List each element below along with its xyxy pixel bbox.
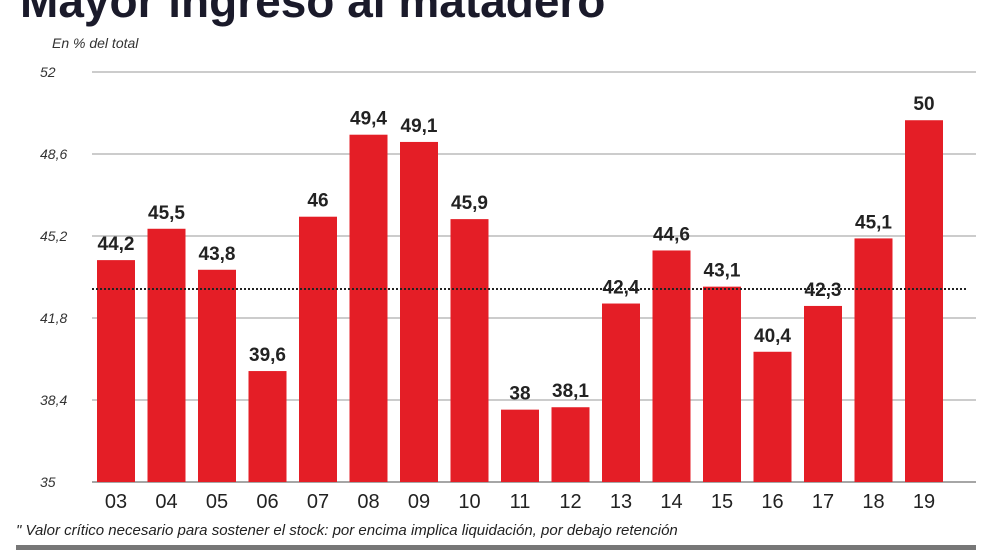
bar-10 <box>450 219 489 482</box>
data-label: 46 <box>307 191 328 212</box>
x-tick-label: 06 <box>256 491 278 513</box>
data-label: 45,9 <box>451 193 488 214</box>
bar-13 <box>602 303 640 482</box>
bar-17 <box>804 305 842 482</box>
chart-title: Mayor ingreso al matadero <box>20 0 606 27</box>
data-label: 45,1 <box>855 212 892 233</box>
bar-05 <box>198 269 236 482</box>
bar-14 <box>652 250 691 482</box>
bar-04 <box>147 228 186 482</box>
bar-03 <box>97 260 135 482</box>
y-tick-label: 35 <box>40 474 56 490</box>
data-label: 49,4 <box>350 109 387 130</box>
bar-06 <box>248 371 287 482</box>
bar-09 <box>400 141 438 483</box>
bar-11 <box>501 409 539 482</box>
data-label: 42,3 <box>805 280 842 301</box>
y-axis-label: En % del total <box>52 35 139 51</box>
bar-07 <box>299 216 337 483</box>
data-label: 44,2 <box>98 234 135 255</box>
y-tick-label: 41,8 <box>40 310 67 326</box>
data-label: 43,1 <box>704 261 741 282</box>
bar-15 <box>703 286 741 482</box>
data-label: 43,8 <box>199 244 236 265</box>
bar-19 <box>905 120 943 482</box>
x-tick-label: 18 <box>862 491 884 513</box>
bar-16 <box>753 351 792 482</box>
data-label: 38 <box>509 384 530 405</box>
footnote: " Valor crítico necesario para sostener … <box>16 522 678 539</box>
y-tick-label: 48,6 <box>40 146 67 162</box>
x-tick-label: 13 <box>610 491 632 513</box>
x-tick-label: 10 <box>458 491 480 513</box>
bar-18 <box>854 238 893 482</box>
x-tick-label: 19 <box>913 491 935 513</box>
y-tick-label: 52 <box>40 64 56 80</box>
x-tick-label: 16 <box>761 491 783 513</box>
data-label: 45,5 <box>148 203 185 224</box>
data-label: 39,6 <box>249 345 286 366</box>
bar-12 <box>551 407 590 482</box>
y-tick-label: 38,4 <box>40 392 67 408</box>
x-tick-label: 03 <box>105 491 127 513</box>
data-label: 50 <box>913 94 934 115</box>
x-tick-label: 15 <box>711 491 733 513</box>
x-tick-label: 14 <box>660 491 682 513</box>
x-tick-label: 11 <box>510 491 531 513</box>
x-tick-label: 09 <box>408 491 430 513</box>
y-tick-label: 45,2 <box>40 228 67 244</box>
x-tick-label: 07 <box>307 491 329 513</box>
data-label: 49,1 <box>401 116 438 137</box>
x-tick-label: 04 <box>155 491 177 513</box>
bar-08 <box>349 134 388 483</box>
data-label: 40,4 <box>754 326 791 347</box>
x-tick-label: 12 <box>559 491 581 513</box>
data-label: 38,1 <box>552 381 589 402</box>
data-label: 42,4 <box>603 278 640 299</box>
x-tick-label: 17 <box>812 491 834 513</box>
bottom-rule <box>16 545 976 550</box>
x-tick-label: 08 <box>357 491 379 513</box>
data-label: 44,6 <box>653 224 690 245</box>
x-tick-label: 05 <box>206 491 228 513</box>
